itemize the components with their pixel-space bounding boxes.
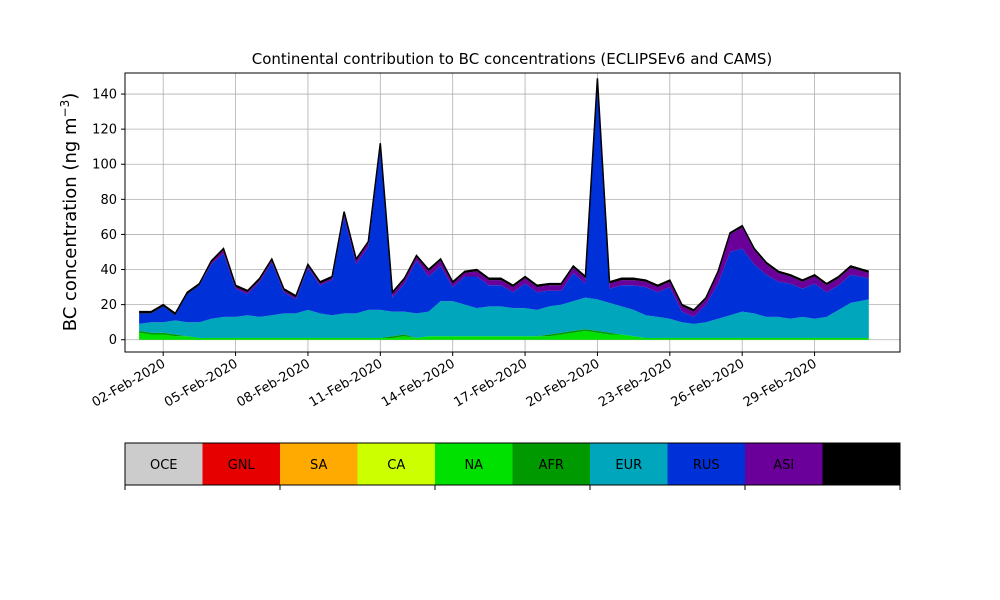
chart-title: Continental contribution to BC concentra…: [252, 50, 773, 68]
y-axis-label-suffix: ): [60, 93, 81, 100]
y-tick-label: 60: [100, 228, 117, 243]
y-tick-label: 120: [92, 123, 117, 138]
y-tick-label: 100: [92, 158, 117, 173]
legend-swatch-rus: [667, 443, 746, 485]
x-tick-label: 02-Feb-2020: [90, 356, 169, 410]
y-axis-label-superscript: −3: [58, 100, 72, 118]
legend-label-aus: AUS: [848, 458, 875, 473]
area-rus: [139, 85, 869, 324]
legend-label-asi: ASI: [773, 458, 794, 473]
stacked-areas: [139, 78, 870, 340]
legend-swatch-na: [435, 443, 513, 485]
legend-swatch-eur: [590, 443, 668, 485]
legend-label-eur: EUR: [615, 458, 642, 473]
x-tick-label: 14-Feb-2020: [379, 356, 458, 410]
x-tick-label: 05-Feb-2020: [162, 356, 241, 410]
legend-swatch-oce: [125, 443, 203, 485]
y-axis: 0 20 40 60 80 100 120 140: [92, 88, 125, 348]
legend-label-sa: SA: [310, 458, 327, 473]
x-axis: 02-Feb-202005-Feb-202008-Feb-202011-Feb-…: [90, 352, 820, 410]
x-tick-label: 08-Feb-2020: [234, 356, 313, 410]
y-tick-label: 140: [92, 88, 117, 103]
total-line: [139, 78, 870, 315]
legend-label-rus: RUS: [693, 458, 720, 473]
legend-colorbar: OCE GNL SA CA NA AFR EUR RUS ASI AUS: [124, 442, 901, 490]
legend-label-oce: OCE: [150, 458, 178, 473]
x-tick-label: 20-Feb-2020: [524, 356, 603, 410]
y-tick-label: 0: [109, 333, 117, 348]
plot-area: [124, 72, 901, 353]
plot-frame: [124, 72, 901, 353]
legend-swatch-asi: [745, 443, 823, 485]
y-tick-label: 20: [100, 298, 117, 313]
legend-swatch-gnl: [202, 443, 281, 485]
area-eur: [139, 297, 869, 338]
x-tick-label: 26-Feb-2020: [669, 356, 748, 410]
area-na: [139, 330, 869, 340]
legend-swatch-aus: [822, 443, 901, 485]
legend-swatch-ca: [357, 443, 436, 485]
legend-label-na: NA: [464, 458, 483, 473]
legend-label-afr: AFR: [539, 458, 564, 473]
x-tick-label: 11-Feb-2020: [307, 356, 386, 410]
legend-label-ca: CA: [387, 458, 405, 473]
y-tick-label: 80: [100, 193, 117, 208]
legend-swatch-afr: [512, 443, 591, 485]
legend-frame: [124, 442, 901, 486]
legend-swatch-sa: [280, 443, 358, 485]
x-tick-label: 17-Feb-2020: [452, 356, 531, 410]
y-tick-label: 40: [100, 263, 117, 278]
y-axis-label-main: BC concentration (ng m: [60, 117, 81, 331]
y-axis-label: BC concentration (ng m−3): [58, 93, 81, 332]
x-tick-label: 29-Feb-2020: [741, 356, 820, 410]
legend-label-gnl: GNL: [228, 458, 256, 473]
x-tick-label: 23-Feb-2020: [596, 356, 675, 410]
